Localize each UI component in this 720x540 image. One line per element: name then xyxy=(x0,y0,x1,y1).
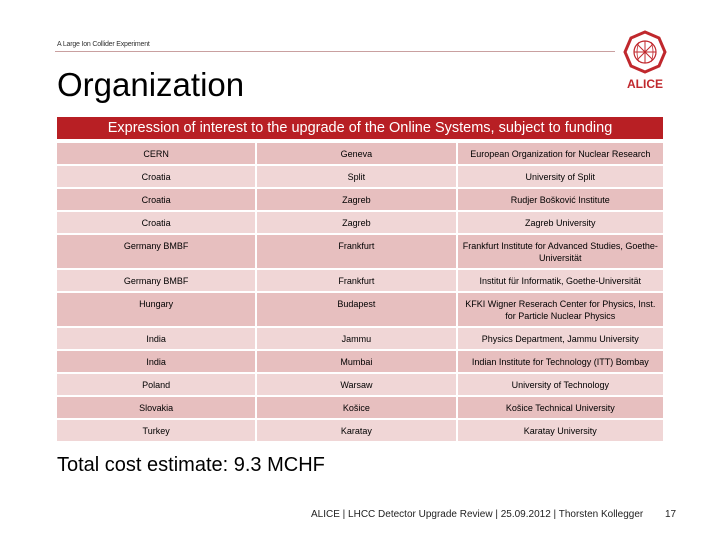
table-row: Poland Warsaw University of Technology xyxy=(57,374,663,395)
alice-logo-icon: ALICE xyxy=(623,30,667,91)
table-row: India Jammu Physics Department, Jammu Univ… xyxy=(57,328,663,349)
city-cell: Zagreb xyxy=(255,189,456,210)
country-cell: Poland xyxy=(57,374,256,395)
country-cell: Croatia xyxy=(57,166,256,187)
institute-cell: University of Split xyxy=(455,166,663,187)
city-cell: Geneva xyxy=(255,143,456,164)
footer-text: ALICE | LHCC Detector Upgrade Review | 2… xyxy=(311,509,644,520)
institute-cell: Frankfurt Institute for Advanced Studies… xyxy=(455,235,663,268)
organization-table: CERN Geneva European Organization for Nucl… xyxy=(57,141,663,443)
country-cell: Turkey xyxy=(57,420,256,441)
country-cell: Germany BMBF xyxy=(57,235,256,268)
table-row: Croatia Zagreb Rudjer Bošković Institute xyxy=(57,189,663,210)
city-cell: Karatay xyxy=(255,420,456,441)
city-cell: Split xyxy=(255,166,456,187)
table-row: Croatia Zagreb Zagreb University xyxy=(57,212,663,233)
table-row: Croatia Split University of Split xyxy=(57,166,663,187)
city-cell: Frankfurt xyxy=(255,235,456,268)
city-cell: Jammu xyxy=(255,328,456,349)
institute-cell: European Organization for Nuclear Resear… xyxy=(455,143,663,164)
institute-cell: Institut für Informatik, Goethe-Universi… xyxy=(455,270,663,291)
logo-text: ALICE xyxy=(627,77,663,91)
alice-logo: ALICE xyxy=(621,30,669,92)
table-row: Slovakia Košice Košice Technical Universit… xyxy=(57,397,663,418)
country-cell: CERN xyxy=(57,143,256,164)
table-row: Germany BMBF Frankfurt Frankfurt Institute… xyxy=(57,235,663,268)
city-cell: Zagreb xyxy=(255,212,456,233)
city-cell: Košice xyxy=(255,397,456,418)
header-divider xyxy=(55,51,615,52)
institute-cell: Indian Institute for Technology (ITT) Bo… xyxy=(455,351,663,372)
city-cell: Budapest xyxy=(255,293,456,326)
interest-banner: Expression of interest to the upgrade of… xyxy=(57,117,663,139)
table-row: CERN Geneva European Organization for Nucl… xyxy=(57,143,663,164)
table-row: India Mumbai Indian Institute for Technolo… xyxy=(57,351,663,372)
page-number: 17 xyxy=(665,509,677,520)
institute-cell: University of Technology xyxy=(455,374,663,395)
country-cell: Slovakia xyxy=(57,397,256,418)
country-cell: India xyxy=(57,328,256,349)
institute-cell: Rudjer Bošković Institute xyxy=(455,189,663,210)
institute-cell: Karatay University xyxy=(455,420,663,441)
page-title: Organization xyxy=(57,66,245,103)
table-row: Germany BMBF Frankfurt Institut für Inform… xyxy=(57,270,663,291)
country-cell: Croatia xyxy=(57,189,256,210)
institute-cell: Zagreb University xyxy=(455,212,663,233)
institute-cell: KFKI Wigner Reserach Center for Physics,… xyxy=(455,293,663,326)
institute-cell: Physics Department, Jammu University xyxy=(455,328,663,349)
city-cell: Mumbai xyxy=(255,351,456,372)
table-row: Hungary Budapest KFKI Wigner Reserach Cent… xyxy=(57,293,663,326)
city-cell: Frankfurt xyxy=(255,270,456,291)
table-row: Turkey Karatay Karatay University xyxy=(57,420,663,441)
country-cell: Hungary xyxy=(57,293,256,326)
country-cell: Germany BMBF xyxy=(57,270,256,291)
institute-cell: Košice Technical University xyxy=(455,397,663,418)
total-cost: Total cost estimate: 9.3 MCHF xyxy=(57,454,325,476)
city-cell: Warsaw xyxy=(255,374,456,395)
country-cell: India xyxy=(57,351,256,372)
experiment-tagline: A Large Ion Collider Experiment xyxy=(57,41,150,48)
country-cell: Croatia xyxy=(57,212,256,233)
